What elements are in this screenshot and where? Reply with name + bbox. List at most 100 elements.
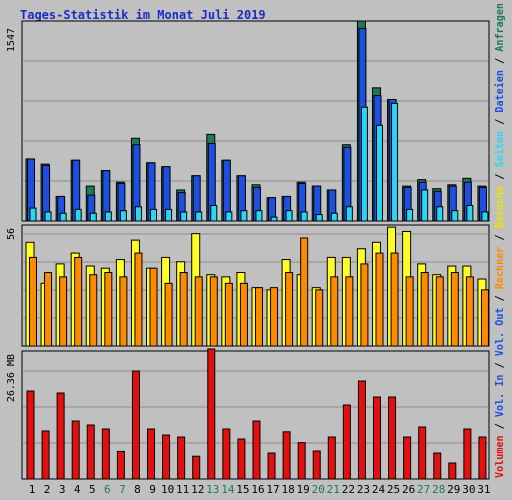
- y-tick-label-top: 1547: [6, 28, 17, 52]
- bar-seiten: [104, 211, 112, 222]
- bar-rechner: [149, 267, 158, 347]
- bar-seiten: [466, 204, 474, 222]
- bar-volumen: [463, 428, 472, 480]
- bar-volumen: [192, 455, 201, 480]
- bar-rechner: [480, 289, 489, 347]
- bar-volumen: [448, 462, 457, 480]
- legend-label: Seiten: [493, 131, 506, 168]
- bar-volumen: [116, 450, 125, 480]
- bar-volumen: [131, 370, 140, 480]
- bar-volumen: [327, 436, 336, 480]
- bar-rechner: [254, 287, 263, 347]
- bar-seiten: [150, 208, 158, 222]
- x-tick-label-day: 18: [281, 483, 294, 496]
- bar-rechner: [375, 252, 384, 347]
- bar-seiten: [285, 210, 293, 222]
- bar-seiten: [330, 212, 338, 222]
- bar-rechner: [224, 282, 233, 347]
- bar-seiten: [119, 210, 127, 222]
- x-tick-label-day: 26: [402, 483, 415, 496]
- legend-separator: /: [493, 167, 506, 185]
- bar-rechner: [104, 272, 113, 347]
- bar-volumen: [86, 424, 95, 480]
- legend-label: Dateien: [493, 70, 506, 113]
- bar-rechner: [270, 287, 279, 347]
- x-tick-label-day: 14: [221, 483, 235, 496]
- bar-seiten: [225, 211, 233, 222]
- bar-volumen: [207, 348, 216, 480]
- bar-volumen: [101, 428, 110, 480]
- legend-separator: /: [493, 113, 506, 131]
- bar-volumen: [418, 426, 427, 480]
- bar-rechner: [89, 274, 98, 347]
- x-tick-label-day: 30: [462, 483, 475, 496]
- bar-volumen: [388, 396, 397, 480]
- bar-rechner: [44, 272, 53, 347]
- bar-volumen: [403, 436, 412, 480]
- bar-seiten: [481, 211, 489, 222]
- legend-label: Besuche: [493, 185, 506, 228]
- bar-seiten: [165, 208, 173, 222]
- bar-seiten: [59, 212, 67, 222]
- x-tick-label-day: 28: [432, 483, 445, 496]
- bar-seiten: [74, 208, 82, 222]
- bar-volumen: [282, 431, 291, 480]
- legend-label: Volumen: [493, 435, 506, 478]
- bar-rechner: [360, 263, 369, 347]
- bar-volumen: [297, 442, 306, 480]
- bar-volumen: [177, 436, 186, 480]
- bar-rechner: [164, 282, 173, 347]
- bar-volumen: [147, 428, 156, 480]
- bar-seiten: [134, 206, 142, 222]
- bar-seiten: [436, 206, 444, 222]
- legend-separator: /: [493, 52, 506, 70]
- bar-rechner: [435, 276, 444, 347]
- bar-volumen: [357, 380, 366, 480]
- x-tick-label-day: 19: [297, 483, 310, 496]
- legend-separator: /: [493, 417, 506, 435]
- x-tick-label-day: 12: [191, 483, 204, 496]
- bar-rechner: [59, 276, 68, 347]
- bar-seiten: [210, 204, 218, 222]
- x-tick-label-day: 27: [417, 483, 430, 496]
- x-tick-label-day: 2: [44, 483, 51, 496]
- bar-seiten: [406, 208, 414, 222]
- bar-volumen: [433, 452, 442, 480]
- bar-seiten: [375, 124, 383, 222]
- bar-rechner: [134, 252, 143, 347]
- x-tick-label-day: 23: [357, 483, 370, 496]
- bar-volumen: [267, 452, 276, 480]
- x-tick-label-day: 6: [104, 483, 111, 496]
- bar-rechner: [194, 276, 203, 347]
- legend-label: Rechner: [493, 246, 506, 289]
- bar-volumen: [26, 390, 35, 480]
- legend-label: Vol. Out: [493, 307, 506, 356]
- bar-seiten: [421, 189, 429, 222]
- legend-label: Anfragen: [493, 3, 506, 52]
- bar-seiten: [240, 210, 248, 222]
- bar-seiten: [195, 211, 203, 222]
- x-tick-label-day: 31: [477, 483, 490, 496]
- bar-volumen: [41, 430, 50, 480]
- bar-seiten: [345, 206, 353, 222]
- y-tick-label-middle: 56: [6, 228, 17, 240]
- x-tick-label-day: 3: [59, 483, 66, 496]
- x-tick-label-day: 10: [161, 483, 174, 496]
- bar-seiten: [29, 207, 37, 222]
- bar-seiten: [360, 106, 368, 222]
- x-tick-label-day: 7: [119, 483, 126, 496]
- bar-rechner: [179, 272, 188, 347]
- legend-label: Vol. In: [493, 374, 506, 417]
- bar-seiten: [89, 212, 97, 222]
- bar-volumen: [478, 436, 487, 480]
- bar-rechner: [29, 256, 37, 347]
- x-tick-label-day: 4: [74, 483, 81, 496]
- x-tick-label-day: 24: [372, 483, 386, 496]
- bar-seiten: [44, 211, 52, 222]
- bar-volumen: [252, 420, 261, 480]
- bar-seiten: [180, 211, 188, 222]
- bar-rechner: [390, 252, 399, 347]
- bar-volumen: [222, 428, 231, 480]
- legend-separator: /: [493, 356, 506, 374]
